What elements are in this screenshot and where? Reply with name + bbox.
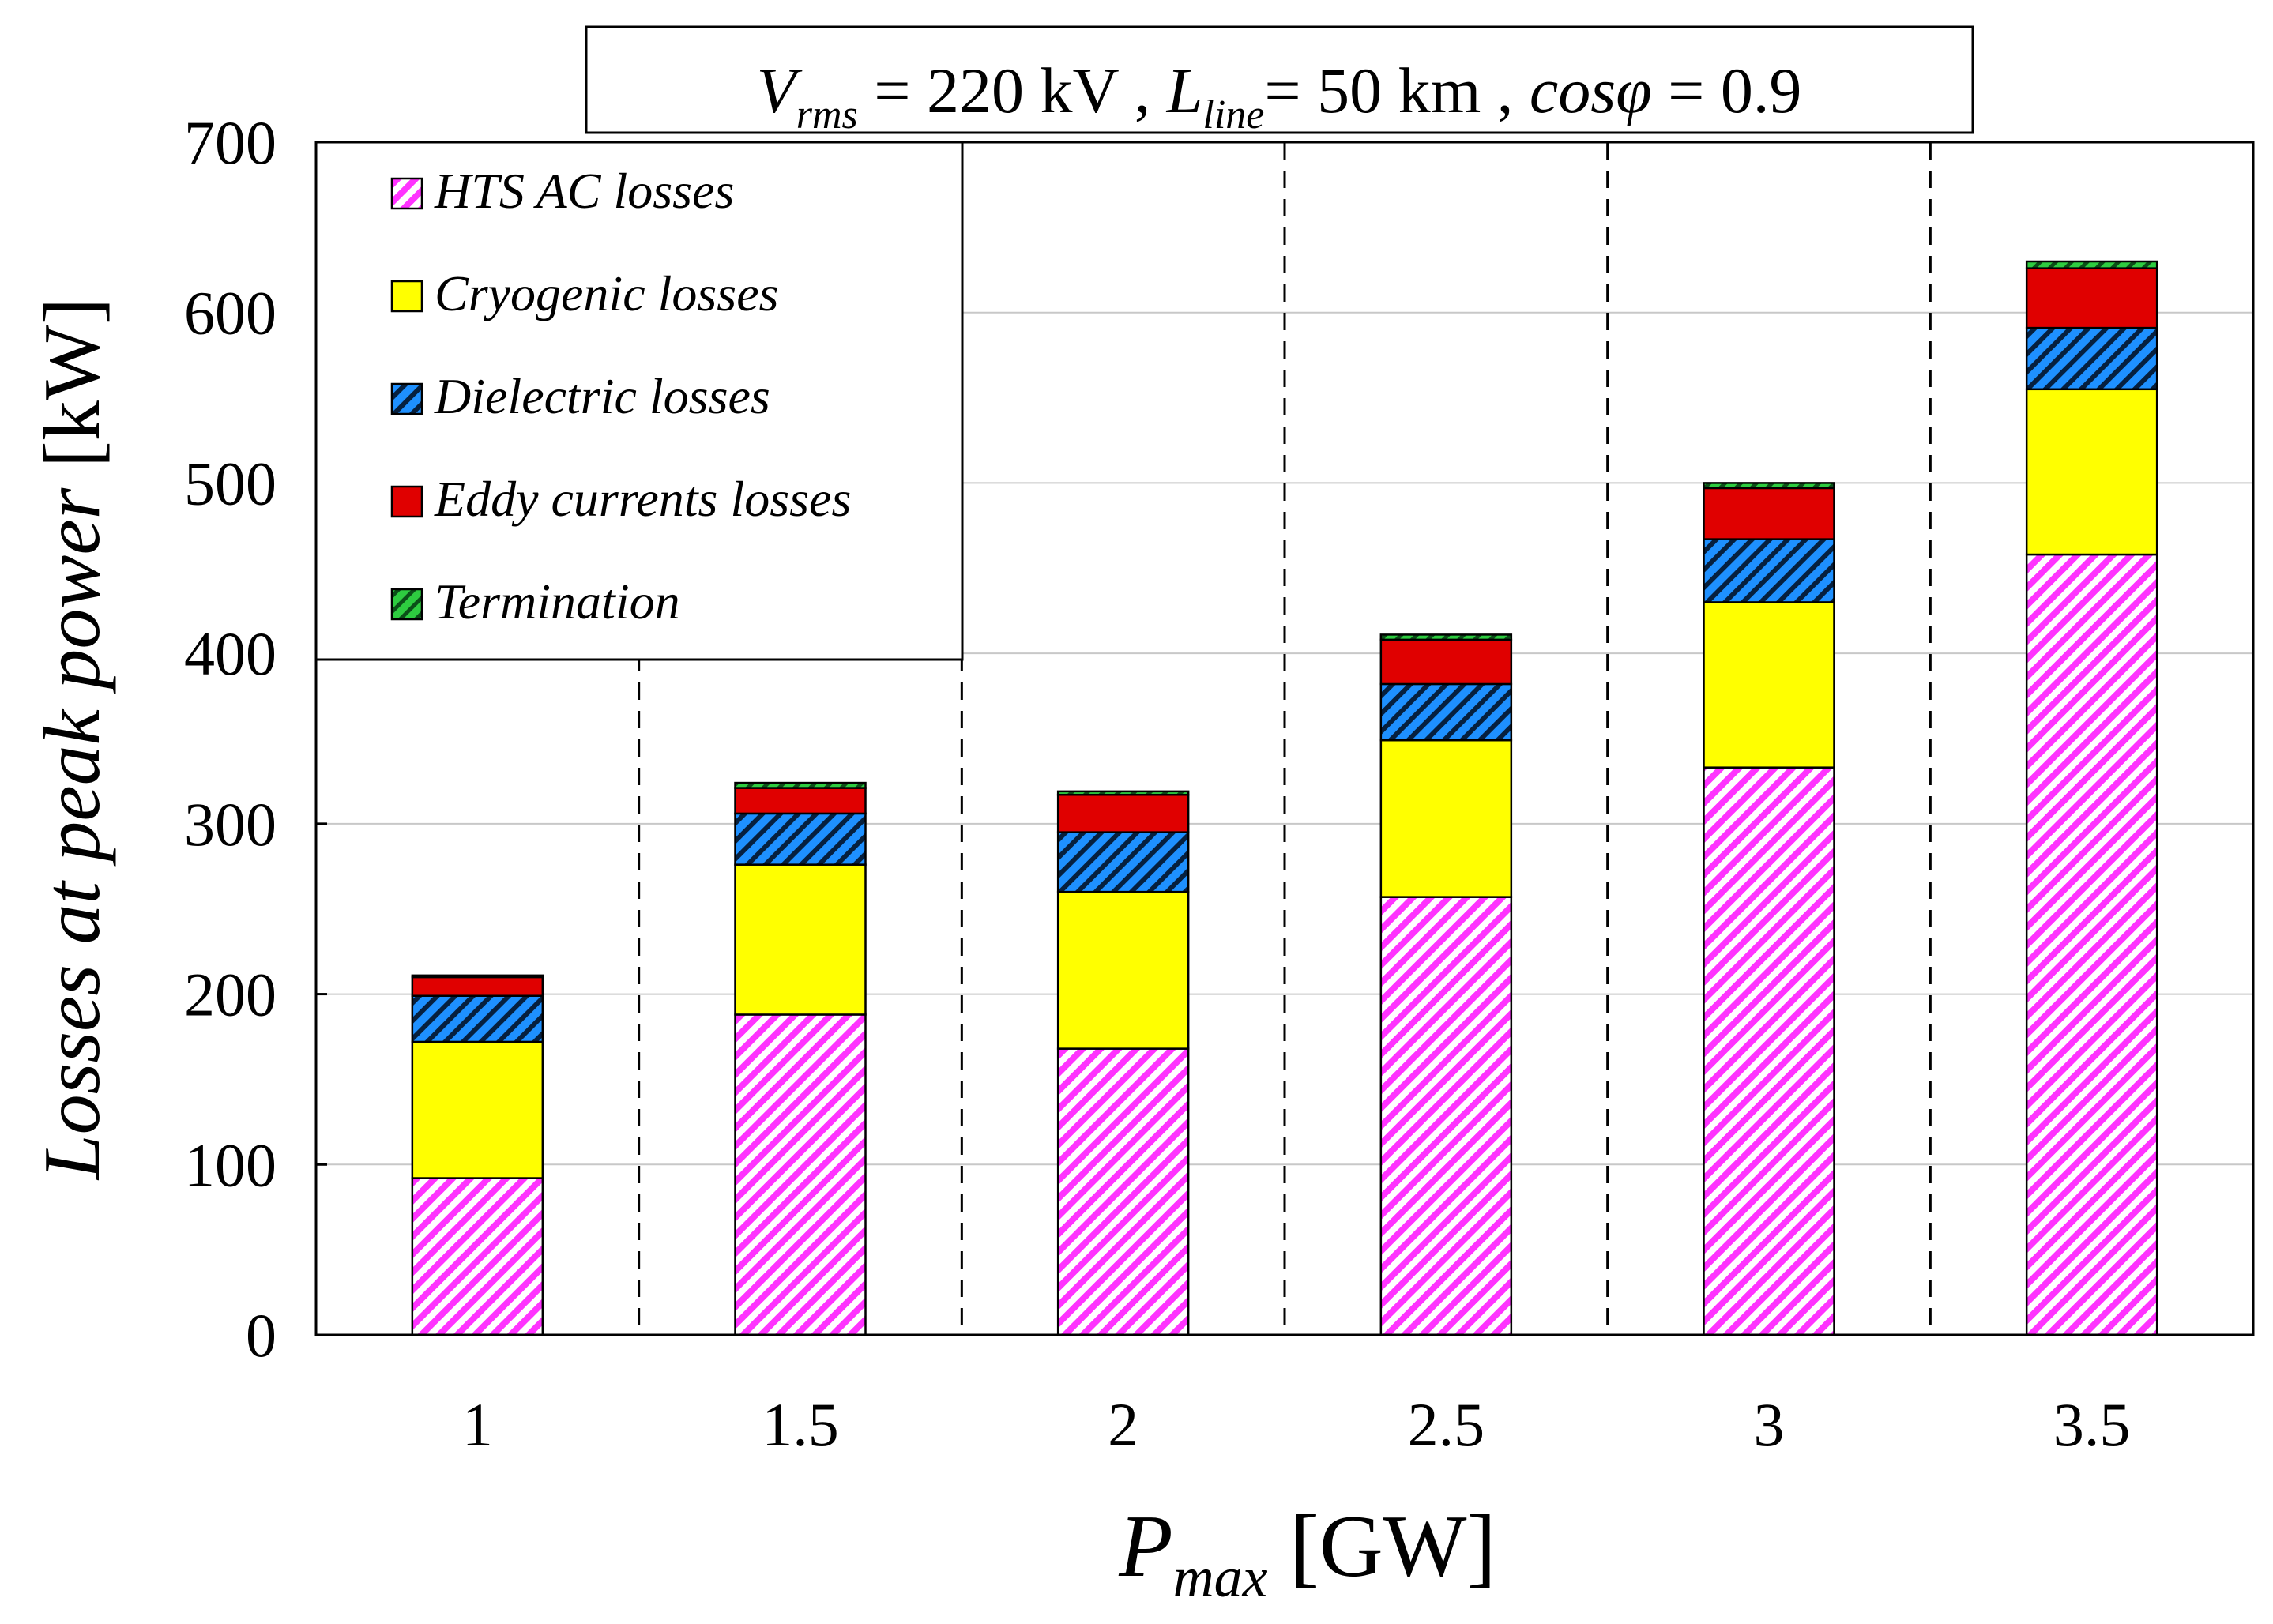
bar-segment <box>2025 267 2158 329</box>
y-tick-label: 600 <box>184 279 277 348</box>
legend-label: HTS AC losses <box>434 163 734 219</box>
bar-segment <box>1379 739 1513 898</box>
bar-segment <box>2025 260 2158 269</box>
legend-swatch <box>390 177 423 210</box>
bar-segment <box>411 1177 544 1336</box>
x-tick-label: 3.5 <box>2053 1390 2131 1459</box>
bar-segment <box>2025 388 2158 556</box>
y-axis-label-text: Losses at peak power <box>28 468 117 1181</box>
bar-segment <box>1379 633 1513 641</box>
legend-swatch <box>390 280 423 313</box>
title-box <box>585 25 1974 134</box>
title-l-subscript: line <box>1202 92 1264 137</box>
y-tick-label: 100 <box>184 1130 277 1199</box>
title-cos-value: = 0.9 <box>1652 55 1802 126</box>
x-tick-label: 3 <box>1754 1390 1785 1459</box>
bar-segment <box>1056 790 1190 796</box>
y-tick-label: 300 <box>184 790 277 859</box>
bar-segment <box>1056 831 1190 893</box>
bar-segment <box>1703 487 1835 540</box>
title-l-symbol: L <box>1166 55 1203 126</box>
legend-swatch <box>390 382 423 415</box>
legend-swatch <box>390 588 423 621</box>
bar-segment <box>734 1013 867 1336</box>
bars <box>411 260 2158 1336</box>
x-axis-label-unit: [GW] <box>1268 1498 1496 1596</box>
bar-segment <box>734 787 867 815</box>
title-separator-1: , <box>1118 55 1167 126</box>
y-tick-label: 0 <box>246 1301 277 1370</box>
legend-label: Eddy currents losses <box>434 471 851 527</box>
legend-box <box>314 141 964 661</box>
title-v-subscript: rms <box>796 92 858 137</box>
y-tick-label: 400 <box>184 619 277 688</box>
bar-segment <box>411 976 544 997</box>
bar-segment <box>1703 766 1835 1336</box>
title-v-value: = 220 kV <box>858 55 1120 126</box>
title-v-symbol: V <box>757 55 803 126</box>
x-axis-label-subscript: max <box>1173 1546 1268 1609</box>
x-tick-label: 1.5 <box>762 1390 839 1459</box>
title-cos-symbol: cosφ <box>1530 55 1652 126</box>
bar-segment <box>734 863 867 1016</box>
x-ticks: 1 1.5 2 2.5 3 3.5 <box>462 1390 2131 1459</box>
x-tick-label: 2 <box>1108 1390 1138 1459</box>
bar-segment <box>411 1040 544 1179</box>
y-tick-label: 200 <box>184 960 277 1029</box>
bar-segment <box>1379 682 1513 742</box>
bar-segment <box>1703 601 1835 769</box>
bar-segment <box>2025 326 2158 391</box>
svg-text:Vrms = 220 kV , Lline= 50 km ,: Vrms = 220 kV , Lline= 50 km , cosφ = 0.… <box>757 55 1802 137</box>
bar-segment <box>1703 482 1835 490</box>
bar-segment <box>2025 553 2158 1336</box>
y-axis-label-unit: [kW] <box>28 298 117 468</box>
bar-segment <box>411 994 544 1043</box>
y-tick-label: 500 <box>184 449 277 517</box>
bar-segment <box>411 974 544 979</box>
x-axis-label-symbol: P <box>1118 1498 1172 1596</box>
bar-segment <box>1703 538 1835 603</box>
bar-segment <box>734 812 867 866</box>
x-axis-label: Pmax [GW] <box>1118 1498 1496 1609</box>
legend-label: Dielectric losses <box>434 368 770 424</box>
chart-title: Vrms = 220 kV , Lline= 50 km , cosφ = 0.… <box>585 25 1974 137</box>
bar-segment <box>1056 1047 1190 1336</box>
x-tick-label: 2.5 <box>1408 1390 1485 1459</box>
y-axis-label: Losses at peak power [kW] <box>28 298 117 1181</box>
legend: HTS AC losses Cryogenic losses Dielectric … <box>314 141 964 661</box>
bar-segment <box>1379 896 1513 1336</box>
bar-segment <box>1056 793 1190 833</box>
y-ticks: 0 100 200 300 400 500 600 700 <box>184 108 327 1370</box>
legend-label: Cryogenic losses <box>435 265 779 321</box>
plot-frame <box>314 141 2255 1336</box>
title-l-value: = 50 km <box>1264 55 1481 126</box>
bar-segment <box>1056 890 1190 1050</box>
legend-swatch <box>390 485 423 518</box>
bar-segment <box>734 781 867 789</box>
y-tick-label: 700 <box>184 108 277 177</box>
title-separator-2: , <box>1481 55 1530 126</box>
bar-segment <box>1379 638 1513 686</box>
x-tick-label: 1 <box>462 1390 493 1459</box>
legend-label: Termination <box>435 573 680 630</box>
